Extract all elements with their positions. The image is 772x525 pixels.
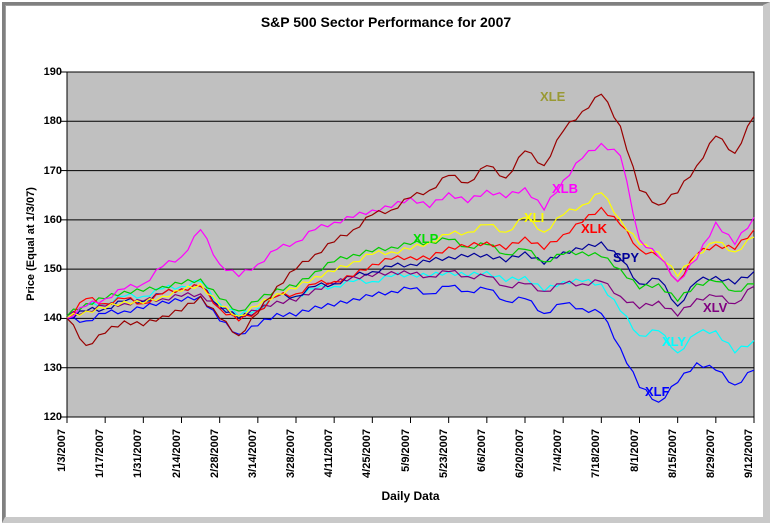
x-tick-label-8-29-2007: 8/29/2007 <box>704 429 717 478</box>
y-tick-label-160: 160 <box>43 213 62 226</box>
series-label-xlk: XLK <box>581 221 607 236</box>
x-tick-label-1-17-2007: 1/17/2007 <box>94 429 107 478</box>
series-label-xli: XLI <box>524 210 545 225</box>
x-tick-label-3-14-2007: 3/14/2007 <box>246 429 259 478</box>
x-tick-label-4-25-2007: 4/25/2007 <box>361 429 374 478</box>
x-tick-label-3-28-2007: 3/28/2007 <box>285 429 297 478</box>
x-tick-label-7-18-2007: 7/18/2007 <box>590 429 603 478</box>
x-tick-label-5-23-2007: 5/23/2007 <box>437 429 450 478</box>
y-tick-label-170: 170 <box>43 164 62 177</box>
series-label-xlf: XLF <box>645 384 670 399</box>
series-line-xlf <box>66 284 755 403</box>
x-axis-title: Daily Data <box>381 489 440 503</box>
y-axis-title: Price (Equal at 1/3/07) <box>25 187 37 301</box>
series-line-xle <box>66 93 755 347</box>
y-tick-label-140: 140 <box>43 312 62 325</box>
y-tick-label-180: 180 <box>43 115 62 128</box>
x-tick-label-6-20-2007: 6/20/2007 <box>514 429 526 478</box>
series-label-spy: SPY <box>613 250 640 265</box>
series-label-xlp: XLP <box>413 231 439 246</box>
series-line-xli <box>66 192 755 319</box>
x-tick-label-1-3-2007: 1/3/2007 <box>56 429 68 472</box>
chart-title: S&P 500 Sector Performance for 2007 <box>260 14 512 30</box>
x-tick-label-9-12-2007: 9/12/2007 <box>743 429 755 478</box>
series-label-xlv: XLV <box>703 300 728 315</box>
x-tick-label-5-9-2007: 5/9/2007 <box>399 429 412 472</box>
x-tick-label-7-4-2007: 7/4/2007 <box>552 429 565 472</box>
y-tick-label-120: 120 <box>43 411 62 423</box>
x-tick-label-1-31-2007: 1/31/2007 <box>132 429 145 478</box>
series-line-xlp <box>66 237 754 317</box>
x-tick-label-2-28-2007: 2/28/2007 <box>208 429 221 478</box>
series-line-xlk <box>66 206 755 322</box>
series-label-xlb: XLB <box>552 181 578 196</box>
x-tick-label-2-14-2007: 2/14/2007 <box>170 429 183 478</box>
x-tick-label-4-11-2007: 4/11/2007 <box>323 429 336 478</box>
x-tick-label-8-1-2007: 8/1/2007 <box>628 429 641 472</box>
x-tick-label-8-15-2007: 8/15/2007 <box>666 429 679 478</box>
series-label-xly: XLY <box>662 334 687 349</box>
y-tick-label-190: 190 <box>43 66 62 78</box>
series-line-xlv <box>66 269 755 318</box>
y-tick-label-130: 130 <box>43 361 62 374</box>
x-tick-label-6-6-2007: 6/6/2007 <box>475 429 488 472</box>
series-label-xle: XLE <box>540 89 566 104</box>
y-tick-label-150: 150 <box>43 263 62 276</box>
